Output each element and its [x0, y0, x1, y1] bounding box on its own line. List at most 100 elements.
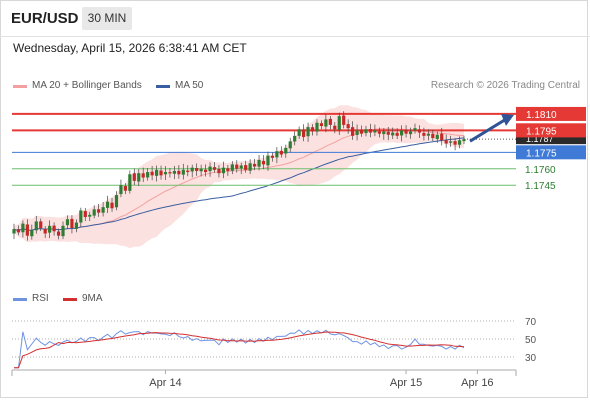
candle-body	[97, 209, 101, 213]
candle	[342, 111, 346, 129]
candle	[221, 161, 226, 179]
candle-body	[65, 219, 70, 226]
candle	[404, 125, 408, 138]
candle-body	[297, 129, 301, 136]
candle-body	[128, 174, 132, 191]
candle-body	[141, 173, 145, 178]
level-value-top: 1.1795	[526, 126, 557, 137]
candle	[83, 208, 87, 222]
forecast-arrow-head	[501, 113, 514, 126]
candle	[235, 160, 239, 173]
candle	[146, 167, 150, 181]
candle	[391, 127, 395, 140]
candle-body	[386, 131, 390, 135]
x-tick-label: Apr 16	[461, 377, 493, 389]
candle-body	[137, 173, 141, 182]
candle-body	[293, 135, 297, 142]
candle-body	[359, 129, 364, 134]
candle-body	[342, 115, 346, 125]
candle-body	[154, 169, 159, 176]
candle	[123, 183, 127, 195]
candle-body	[319, 123, 324, 126]
candle	[266, 151, 270, 171]
candle-body	[119, 185, 123, 195]
candle-body	[426, 133, 430, 136]
timeframe-button[interactable]: 30 MIN	[82, 7, 132, 30]
candle	[101, 201, 105, 217]
candle-body	[266, 155, 270, 166]
candle	[252, 158, 257, 171]
bollinger-band	[14, 105, 464, 249]
candle	[56, 228, 61, 240]
candle-body	[21, 223, 25, 233]
candle-body	[190, 167, 194, 172]
candle-body	[302, 129, 306, 137]
candle	[110, 197, 114, 212]
candle	[74, 219, 78, 233]
candle	[212, 162, 217, 173]
candle	[105, 195, 110, 213]
candle	[39, 218, 43, 232]
candle	[261, 155, 266, 170]
candle-body	[70, 218, 74, 228]
candle	[92, 205, 96, 219]
candle	[408, 127, 413, 139]
candle	[328, 116, 332, 130]
candle	[159, 165, 163, 180]
candle	[364, 125, 368, 137]
candle	[137, 169, 141, 187]
candle	[239, 162, 243, 175]
ma50-legend-swatch	[156, 85, 170, 88]
candle-body	[230, 164, 234, 171]
candle	[346, 119, 350, 134]
candle-body	[444, 140, 448, 144]
candle-body	[404, 129, 408, 134]
candle	[288, 137, 292, 153]
candle	[132, 168, 136, 186]
candle	[440, 127, 444, 146]
candle	[230, 161, 234, 175]
candle-body	[355, 130, 359, 135]
candle	[417, 125, 422, 139]
candle	[195, 163, 199, 176]
candle-body	[79, 210, 83, 223]
candle	[275, 147, 279, 164]
candle	[355, 124, 359, 141]
candle-body	[417, 129, 422, 133]
level-label-1.1745: 1.1745	[525, 181, 556, 192]
candle	[293, 131, 297, 146]
candle	[25, 219, 29, 241]
candle	[462, 135, 466, 144]
copyright-label: Research © 2026 Trading Central	[430, 80, 580, 91]
candle	[386, 127, 390, 141]
candle	[248, 159, 252, 175]
candle	[302, 124, 306, 142]
candle-body	[159, 170, 163, 176]
candle	[208, 162, 212, 177]
candle-body	[168, 172, 172, 174]
candle-body	[435, 134, 439, 139]
candle-body	[123, 186, 127, 191]
candle-body	[186, 170, 190, 173]
candle	[141, 167, 145, 183]
candle	[88, 211, 92, 221]
candle	[217, 165, 221, 178]
rsi-level-label-70: 70	[525, 317, 537, 328]
candle-body	[391, 132, 395, 136]
ma50-legend-label: MA 50	[175, 80, 204, 91]
level-tag-1.1775	[516, 145, 586, 160]
candle	[368, 123, 373, 138]
candle	[244, 160, 248, 173]
candle	[21, 220, 25, 238]
symbol-title: EUR/USD	[11, 10, 79, 27]
candle-body	[462, 139, 466, 142]
candle-body	[181, 169, 185, 175]
candle-body	[83, 211, 87, 218]
candle	[30, 224, 34, 240]
candle-body	[261, 160, 266, 165]
rsi-ma-line	[14, 331, 465, 369]
level-tag-1.1787	[516, 134, 586, 145]
candle	[319, 120, 324, 130]
candle	[400, 125, 404, 142]
candle	[70, 215, 74, 234]
